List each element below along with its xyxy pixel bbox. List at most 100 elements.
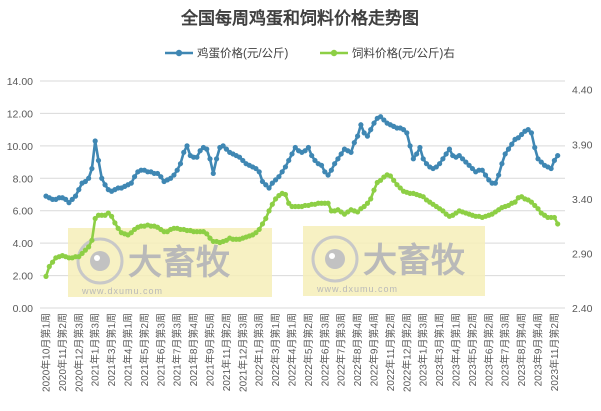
data-point [328,167,334,173]
data-point [414,151,420,157]
data-point [154,170,161,177]
legend-marker [175,49,183,57]
data-point [505,146,512,152]
x-tick-label: 2021年7月第3周 [171,313,184,386]
data-point [63,196,69,202]
data-point [528,130,535,136]
data-point [437,161,443,167]
data-point [358,122,364,128]
x-tick-label: 2020年11月第2周 [56,313,69,391]
logo-eye-icon [76,237,124,285]
data-point [368,127,374,133]
data-point [371,120,377,126]
data-point [115,225,121,231]
data-point [76,187,82,193]
legend-label: 鸡蛋价格(元/公斤) [197,46,289,60]
x-axis: 2020年10月第1周 2020年11月第2周 2020年12月第3周 2021年1月… [40,313,561,392]
data-point [82,247,88,253]
data-point [519,131,525,138]
x-tick-label: 2022年6月第3周 [318,313,331,386]
data-point [387,173,393,179]
data-point [207,156,213,162]
x-tick-label: 2021年8月第4周 [187,313,200,386]
data-point [532,202,538,209]
data-point [292,144,298,151]
data-point [400,127,407,133]
x-tick-label: 2021年3月第1周 [105,313,118,386]
data-point [551,214,558,221]
x-tick-label: 2022年11月第2周 [384,313,397,391]
data-point [89,165,95,172]
x-tick-label: 2022年7月第3周 [335,313,348,386]
data-point [502,151,508,157]
x-tick-label: 2023年3月第1周 [433,313,446,386]
left-tick-label: 8.00 [13,173,34,185]
data-point [177,161,184,167]
data-point [420,194,426,200]
x-tick-label: 2022年3月第1周 [269,313,282,386]
data-point [555,221,561,227]
data-point [220,143,226,149]
data-point [417,144,423,151]
watermark-url: www.dxumu.com [81,286,163,296]
watermark-url: www.dxumu.com [316,284,398,294]
logo-pupil-icon [90,251,110,271]
right-tick-label: 3.90 [572,139,593,151]
right-tick-label: 2.40 [572,303,593,315]
data-point [43,273,49,279]
data-point [276,174,282,180]
data-point [128,230,134,236]
data-point [79,250,85,257]
data-point [92,138,98,144]
data-point [269,201,275,207]
data-point [443,151,449,157]
data-point [282,191,289,198]
chart-title: 全国每周鸡蛋和饲料价格走势图 [180,8,419,28]
data-point [112,220,118,226]
x-tick-label: 2023年8月第4周 [515,313,528,386]
data-point [440,156,446,162]
data-point [361,130,367,136]
data-point [256,169,262,175]
series-layer [43,114,561,279]
data-point [131,174,138,180]
data-point [256,226,262,233]
data-point [286,157,292,164]
x-tick-label: 2021年12月第3周 [236,313,249,392]
data-point [49,259,56,265]
x-tick-label: 2023年9月第4周 [532,313,545,386]
data-point [86,244,92,250]
legend-item: 鸡蛋价格(元/公斤) [165,46,289,60]
data-point [377,114,384,120]
x-tick-label: 2021年5月第2周 [138,313,151,386]
data-point [263,182,269,188]
x-tick-label: 2022年8月第4周 [351,313,364,386]
data-point [391,177,397,183]
data-point [309,152,315,159]
data-point [259,221,266,227]
data-point [535,206,541,212]
data-point [72,193,79,199]
data-point [46,263,52,270]
data-point [69,196,75,202]
data-point [95,157,102,164]
data-point [348,149,354,155]
data-point [499,161,505,167]
x-tick-label: 2020年12月第3周 [72,313,85,392]
x-tick-label: 2022年12月第2周 [400,313,413,392]
data-point [66,200,72,206]
left-tick-label: 12.00 [7,108,33,120]
watermark-logo-text: 大畜牧 [128,243,231,282]
data-point [269,180,275,186]
data-point [397,185,403,191]
data-point [204,146,210,152]
x-tick-label: 2023年6月第2周 [482,313,495,386]
x-tick-label: 2021年9月第5周 [204,313,217,386]
logo-eye-icon [311,235,359,283]
data-point [332,161,338,167]
data-point [210,170,216,177]
x-tick-label: 2022年9月第4周 [368,313,381,386]
data-point [404,130,410,136]
data-point [394,182,400,188]
